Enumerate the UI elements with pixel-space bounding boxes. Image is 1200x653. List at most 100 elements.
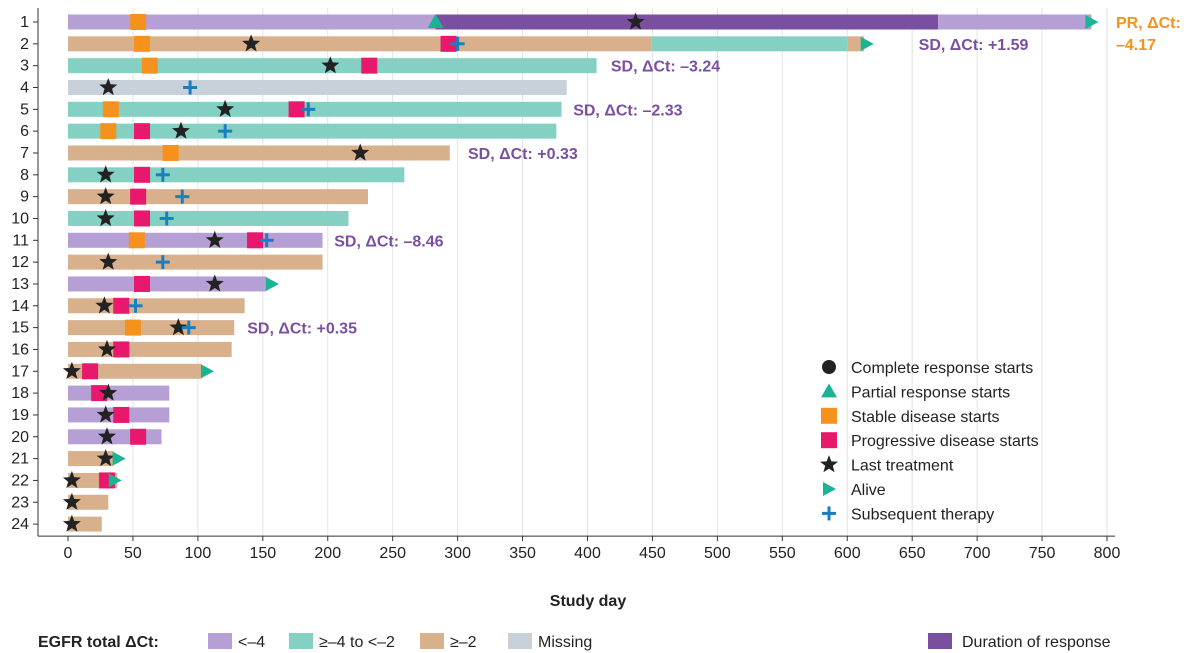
annotation-label-5: SD, ΔCt: +0.35: [247, 321, 357, 338]
x-tick-label-750: 750: [1029, 545, 1056, 562]
color-legend-swatch-1: [289, 633, 313, 649]
stable-disease-marker-p7: [162, 144, 179, 161]
bar-segment-p9-0: [68, 189, 369, 205]
x-tick-label-300: 300: [444, 545, 471, 562]
axes: 1234567891011121314151617181920212223240…: [11, 8, 1120, 562]
legend-label-5: Alive: [851, 482, 886, 499]
alive-marker-p22: [108, 473, 122, 488]
progressive-disease-marker-p8: [134, 166, 151, 183]
bar-segment-p2-0: [68, 36, 652, 52]
color-legend-swatch-3: [508, 633, 532, 649]
last-treatment-marker-p1: [626, 12, 645, 30]
color-legend-swatch-0: [208, 633, 232, 649]
last-treatment-marker-p20: [97, 427, 116, 445]
marker-legend: Complete response starts Partial response…: [820, 360, 1039, 523]
y-tick-label-1: 1: [20, 14, 29, 31]
last-treatment-marker-p23: [62, 492, 81, 510]
y-tick-label-2: 2: [20, 36, 29, 53]
progressive-disease-marker-p9: [130, 188, 147, 205]
subsequent-therapy-marker-p10: [159, 211, 174, 226]
color-legend-label-1: ≥–4 to <–2: [319, 634, 395, 651]
duration-legend-label: Duration of response: [962, 634, 1111, 651]
bar-segment-p16-0: [68, 341, 232, 357]
last-treatment-marker-p19: [96, 405, 115, 423]
x-tick-label-350: 350: [509, 545, 536, 562]
bar-segment-p14-0: [68, 298, 245, 314]
x-tick-label-550: 550: [769, 545, 796, 562]
y-tick-label-15: 15: [11, 320, 29, 337]
bar-segment-p18-0: [68, 385, 170, 401]
alive-marker-p1: [1085, 15, 1099, 29]
bar-segment-p2-1: [651, 36, 848, 52]
x-tick-label-700: 700: [964, 545, 991, 562]
y-tick-label-3: 3: [20, 58, 29, 75]
subsequent-therapy-marker-p12: [155, 255, 170, 270]
x-tick-label-650: 650: [899, 545, 926, 562]
y-tick-label-9: 9: [20, 189, 29, 206]
color-legend-label-0: <–4: [238, 634, 265, 651]
stable-disease-marker-p5: [102, 101, 119, 118]
x-tick-label-500: 500: [704, 545, 731, 562]
progressive-disease-marker-p19: [113, 406, 130, 423]
bar-segment-p11-0: [68, 232, 323, 248]
progressive-disease-marker-p17: [82, 363, 99, 380]
subsequent-therapy-marker-p2: [450, 36, 465, 51]
legend-label-0: Complete response starts: [851, 360, 1033, 377]
y-tick-label-23: 23: [11, 494, 29, 511]
last-treatment-marker-p6: [172, 121, 190, 139]
y-tick-label-22: 22: [11, 472, 29, 489]
subsequent-therapy-marker-p6: [218, 124, 233, 139]
legend-marker-3: [821, 432, 837, 449]
bar-segment-p1-1: [435, 14, 939, 30]
alive-marker-p2: [860, 36, 874, 51]
progressive-disease-marker-p2: [440, 35, 457, 52]
event-markers: [62, 12, 1099, 532]
last-treatment-marker-p15: [169, 318, 188, 336]
progressive-disease-marker-p13: [134, 275, 151, 292]
legend-label-6: Subsequent therapy: [851, 506, 994, 523]
pr-annotation-line2: –4.17: [1116, 37, 1156, 54]
y-tick-label-10: 10: [11, 210, 29, 227]
y-tick-label-11: 11: [12, 232, 29, 249]
progressive-disease-marker-p20: [130, 428, 147, 445]
y-tick-label-20: 20: [11, 429, 29, 446]
patient-bars: [68, 14, 1092, 532]
bar-segment-p8-0: [68, 167, 405, 183]
bar-segment-p15-0: [68, 320, 235, 336]
y-tick-label-6: 6: [20, 123, 29, 140]
x-tick-label-800: 800: [1094, 545, 1121, 562]
progressive-disease-marker-p3: [361, 57, 378, 74]
bar-segment-p4-0: [68, 79, 567, 95]
bar-segment-p13-0: [68, 276, 267, 292]
x-tick-label-600: 600: [834, 545, 861, 562]
legend-label-1: Partial response starts: [851, 384, 1010, 401]
last-treatment-marker-p22: [62, 470, 81, 489]
last-treatment-marker-p21: [96, 449, 115, 467]
y-tick-label-16: 16: [11, 341, 29, 358]
last-treatment-marker-p24: [62, 514, 81, 532]
pr-annotation-line1: PR, ΔCt:: [1116, 15, 1181, 32]
subsequent-therapy-marker-p4: [183, 80, 198, 95]
progressive-disease-marker-p11: [247, 232, 264, 249]
x-tick-label-0: 0: [64, 545, 73, 562]
annotation-label-0: SD, ΔCt: +1.59: [919, 37, 1029, 54]
bar-segment-p1-0: [68, 14, 436, 30]
bar-segment-p1-2: [938, 14, 1092, 30]
y-tick-label-12: 12: [11, 254, 29, 271]
alive-marker-p21: [112, 451, 126, 466]
x-tick-label-250: 250: [379, 545, 406, 562]
annotation-label-3: SD, ΔCt: +0.33: [468, 146, 578, 163]
subsequent-therapy-marker-p15: [181, 320, 196, 335]
x-tick-label-100: 100: [185, 545, 212, 562]
legend-label-4: Last treatment: [851, 458, 954, 475]
bar-segment-p20-0: [68, 429, 162, 445]
last-treatment-marker-p4: [99, 78, 118, 96]
annotations: SD, ΔCt: +1.59 SD, ΔCt: –3.24 SD, ΔCt: –2.…: [247, 15, 1181, 338]
alive-marker-p17: [200, 364, 214, 379]
last-treatment-marker-p11: [205, 230, 224, 248]
x-tick-label-450: 450: [639, 545, 666, 562]
legend-marker-1: [821, 383, 837, 398]
stable-disease-marker-p15: [124, 319, 141, 336]
legend-marker-4: [820, 455, 838, 473]
